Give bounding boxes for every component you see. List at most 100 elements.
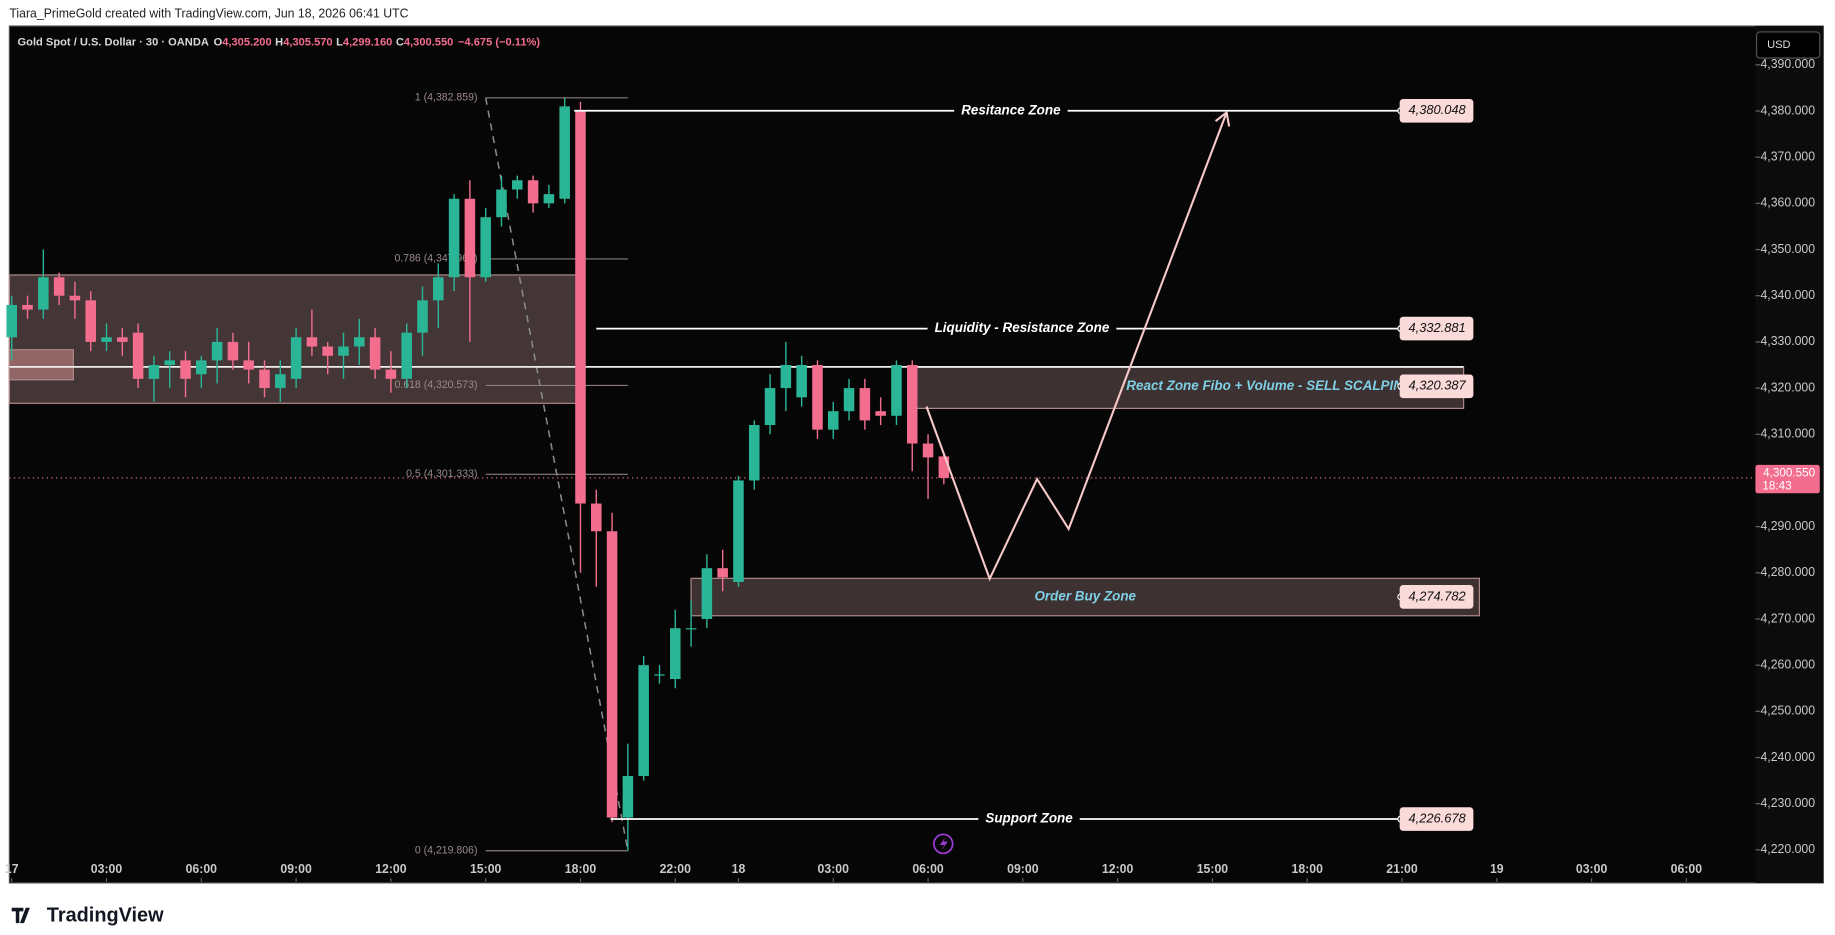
candle-body (527, 180, 539, 204)
candle-body (670, 628, 681, 680)
x-tick-label: 15:00 (470, 862, 502, 876)
candle-body (290, 337, 302, 379)
zone-box-label: Order Buy Zone (1034, 588, 1136, 603)
candle-body (69, 295, 81, 301)
last-price: 4,300.550 (1763, 466, 1815, 479)
candle-body (575, 111, 586, 504)
candle-body (338, 346, 349, 356)
candle-body (211, 341, 223, 361)
x-tick-label: 12:00 (375, 862, 407, 876)
y-tick-label: 4,360.000 (1760, 196, 1815, 210)
x-tick-label: 22:00 (660, 862, 692, 876)
ohlc-key: L (336, 37, 343, 49)
y-tick-label: 4,310.000 (1760, 426, 1815, 440)
symbol-line: Gold Spot / U.S. Dollar · 30 · OANDA O4,3… (18, 37, 541, 49)
zone-box-price: 4,274.782 (1408, 588, 1465, 603)
currency[interactable]: USD (1767, 39, 1790, 51)
y-tick-label: 4,370.000 (1760, 149, 1815, 163)
y-tick-label: 4,390.000 (1760, 57, 1815, 71)
candle-body (354, 337, 365, 347)
zone-box (690, 577, 1481, 617)
candle-body (433, 277, 444, 301)
x-tick-label: 12:00 (1102, 862, 1134, 876)
candle-body (496, 189, 507, 218)
y-tick-label: 4,230.000 (1760, 796, 1815, 810)
candle-body (243, 360, 254, 370)
candle-body (827, 411, 839, 430)
candle-body (701, 568, 713, 619)
x-tick-label: 06:00 (186, 862, 218, 876)
y-tick-label: 4,220.000 (1760, 842, 1815, 856)
zone-label: Support Zone (985, 811, 1073, 826)
candle-body (938, 456, 950, 478)
ohlc-value: 4,300.550 (404, 37, 453, 49)
candle-body (891, 364, 902, 416)
x-tick-label: 03:00 (818, 862, 850, 876)
candle-body (369, 337, 381, 370)
symbol-info: Gold Spot / U.S. Dollar · 30 · OANDA O4,3… (18, 37, 541, 49)
x-tick-label: 18:00 (565, 862, 597, 876)
y-tick-label: 4,330.000 (1760, 334, 1815, 348)
candle-body (259, 369, 270, 389)
candle-body (543, 194, 555, 204)
y-tick-label: 4,350.000 (1760, 242, 1815, 256)
candle-body (512, 180, 523, 190)
candle-body (654, 674, 665, 676)
candle-body (764, 388, 776, 426)
zone-price: 4,380.048 (1408, 102, 1466, 117)
zone-box-label: React Zone Fibo + Volume - SELL SCALPING (1126, 378, 1414, 393)
candle-body (180, 360, 191, 379)
ohlc-key: O (214, 37, 223, 49)
candle-body (464, 198, 476, 278)
x-tick-label: 15:00 (1197, 862, 1229, 876)
ohlc-key: H (275, 37, 283, 49)
ohlc-value: 4,299.160 (343, 37, 392, 49)
candle-body (748, 425, 760, 481)
candle-body (148, 364, 160, 379)
fib-label: 0.618 (4,320.573) (394, 379, 477, 391)
last-price-tag (1755, 464, 1820, 494)
x-tick-label: 09:00 (280, 862, 312, 876)
candle-body (606, 531, 618, 818)
bolt-icon[interactable] (933, 833, 954, 855)
candle-body (385, 369, 397, 379)
x-tick-label: 21:00 (1386, 862, 1418, 876)
highlight-box (8, 349, 74, 381)
x-tick-label: 09:00 (1007, 862, 1039, 876)
projection-path (925, 112, 1228, 582)
candle-body (38, 277, 49, 310)
zone-box (911, 366, 1465, 409)
currency-button[interactable] (1756, 31, 1821, 59)
y-tick-label: 4,380.000 (1760, 103, 1815, 117)
y-tick-label: 4,260.000 (1760, 657, 1815, 671)
ohlc-value: 4,305.200 (222, 37, 271, 49)
y-tick-label: 4,250.000 (1760, 704, 1815, 718)
price-axis (1755, 26, 1824, 883)
candle-body (85, 300, 96, 342)
candle-body (622, 775, 634, 818)
zone-price-box (1399, 316, 1474, 341)
y-tick-label: 4,280.000 (1760, 565, 1815, 579)
x-tick-label: 18:00 (1292, 862, 1324, 876)
candle-body (859, 388, 871, 421)
fib-label: 0 (4,219.806) (415, 845, 478, 857)
plot: 1 (4,382.859)0.786 (4,347.966)0.618 (4,3… (6, 92, 1756, 857)
candle-body (53, 277, 65, 296)
y-tick-label: 4,340.000 (1760, 288, 1815, 302)
ohlc-value: 4,305.570 (283, 37, 332, 49)
zone-label: Liquidity - Resistance Zone (935, 320, 1110, 335)
x-tick-label: 03:00 (91, 862, 123, 876)
zone-label: Resitance Zone (961, 102, 1061, 117)
projection-arrow (1214, 110, 1231, 127)
candle-body (164, 360, 175, 365)
candle-body (322, 346, 333, 356)
x-tick-label: 03:00 (1576, 862, 1608, 876)
candle-body (906, 364, 918, 444)
label-gap (954, 107, 1068, 115)
candle-body (685, 628, 697, 630)
zone-box-price-box (1399, 374, 1474, 399)
change: −4.675 (−0.11%) (458, 37, 540, 49)
candle-body (638, 665, 649, 776)
zone-price: 4,332.881 (1408, 320, 1465, 335)
